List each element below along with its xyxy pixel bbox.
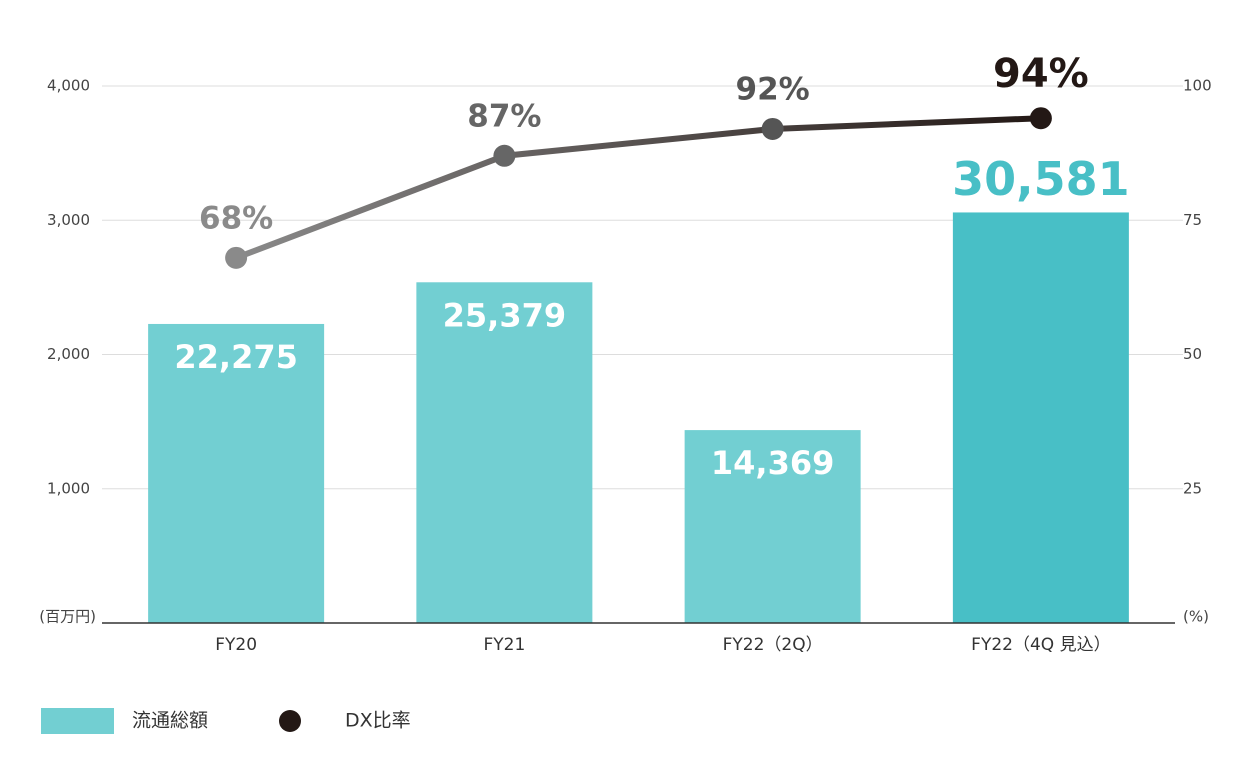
y2-tick-label: 50: [1183, 345, 1202, 363]
line-value-label: 87%: [467, 98, 541, 134]
y2-tick-label: 100: [1183, 77, 1212, 95]
line-marker: [1029, 107, 1052, 130]
line-value-label: 94%: [993, 51, 1089, 97]
x-tick-label: FY22（4Q 見込）: [971, 635, 1110, 655]
line-marker: [493, 144, 516, 167]
bar: [416, 282, 593, 623]
x-tick-label: FY22（2Q）: [723, 635, 823, 655]
y-tick-label: 4,000: [47, 77, 90, 95]
bar-value-label: 14,369: [711, 444, 834, 482]
y2-tick-label: 75: [1183, 211, 1202, 229]
bar-value-label: 22,275: [174, 338, 297, 376]
line-value-label: 68%: [199, 200, 273, 236]
y-axis-label: (百万円): [39, 608, 96, 626]
y2-axis-label: (%): [1183, 608, 1209, 626]
bar: [684, 430, 861, 623]
line-marker: [761, 117, 784, 140]
y-tick-label: 1,000: [47, 479, 90, 497]
y-tick-label: 3,000: [47, 211, 90, 229]
line-value-label: 92%: [736, 71, 810, 107]
bar: [148, 323, 325, 623]
line: [235, 115, 1042, 261]
x-tick-label: FY20: [215, 635, 257, 655]
x-tick-label: FY21: [483, 635, 525, 655]
bar-value-label: 25,379: [443, 296, 566, 334]
y-tick-label: 2,000: [47, 345, 90, 363]
bar: [952, 212, 1129, 623]
legend-label: DX比率: [345, 710, 411, 732]
legend-marker: [279, 710, 301, 732]
bar-value-label: 30,581: [952, 152, 1130, 206]
legend-label: 流通総額: [132, 710, 208, 732]
line-marker: [225, 246, 248, 269]
y2-tick-label: 25: [1183, 479, 1202, 497]
legend-swatch: [41, 708, 114, 734]
